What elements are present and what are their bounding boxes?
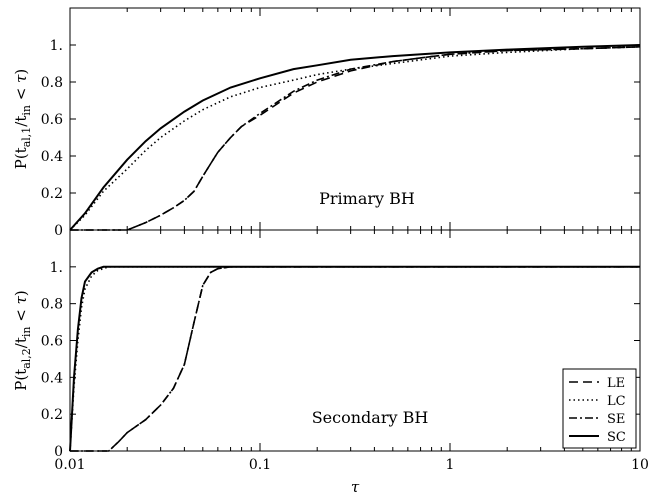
x-tick-label: 1 (446, 457, 455, 473)
top-series-group (69, 44, 641, 231)
x-tick-label: 0.1 (249, 457, 271, 473)
legend-label-se: SE (607, 412, 625, 427)
y-axis-label: P(tal,1/tin < τ) (12, 69, 33, 170)
y-tick-label: 0.4 (41, 370, 63, 386)
legend-label-le: LE (607, 376, 625, 391)
y-tick-label: 0 (54, 223, 63, 239)
bottom-ylabel: P(tal,2/tin < τ) (12, 290, 33, 391)
bottom-series-group (69, 265, 640, 452)
legend-label-sc: SC (607, 430, 626, 445)
series-se-line-bottom (70, 266, 640, 452)
y-tick-label: 0 (54, 444, 63, 460)
bottom-panel: 0 0.2 0.4 0.6 0.8 1. 0.01 0.1 1 10 Secondary BH P… (12, 229, 649, 496)
x-tick-label: 10 (631, 457, 649, 473)
series-sc-line-top (69, 44, 641, 231)
bottom-ticks: 0 0.2 0.4 0.6 0.8 1. 0.01 0.1 1 10 (41, 230, 649, 473)
legend-label-lc: LC (607, 394, 626, 409)
y-axis-label: P(tal,2/tin < τ) (12, 290, 33, 391)
series-se-line-top (70, 46, 641, 231)
y-tick-label: 0.4 (41, 149, 63, 165)
y-tick-label: 1. (50, 260, 63, 276)
legend: LE LC SE SC (562, 368, 637, 449)
top-panel: 0 0.2 0.4 0.6 0.8 1. Primary BH P(tal,1/tin <… (12, 7, 641, 239)
top-ylabel: P(tal,1/tin < τ) (12, 69, 33, 170)
x-tick-label: 0.01 (54, 457, 85, 473)
legend-box (562, 368, 637, 449)
x-axis-label: τ (351, 478, 360, 496)
y-tick-label: 0.2 (41, 186, 63, 202)
bottom-annotation: Secondary BH (312, 408, 429, 427)
y-tick-label: 0.2 (41, 407, 63, 423)
y-tick-label: 0.8 (41, 297, 63, 313)
y-tick-label: 1. (50, 38, 63, 54)
series-sc-line-bottom (69, 265, 640, 452)
y-tick-label: 0.6 (41, 334, 63, 350)
y-tick-label: 0.6 (41, 112, 63, 128)
top-ticks: 0 0.2 0.4 0.6 0.8 1. (41, 8, 641, 239)
series-lc-line-top (69, 46, 641, 231)
top-annotation: Primary BH (319, 189, 415, 208)
y-tick-label: 0.8 (41, 75, 63, 91)
